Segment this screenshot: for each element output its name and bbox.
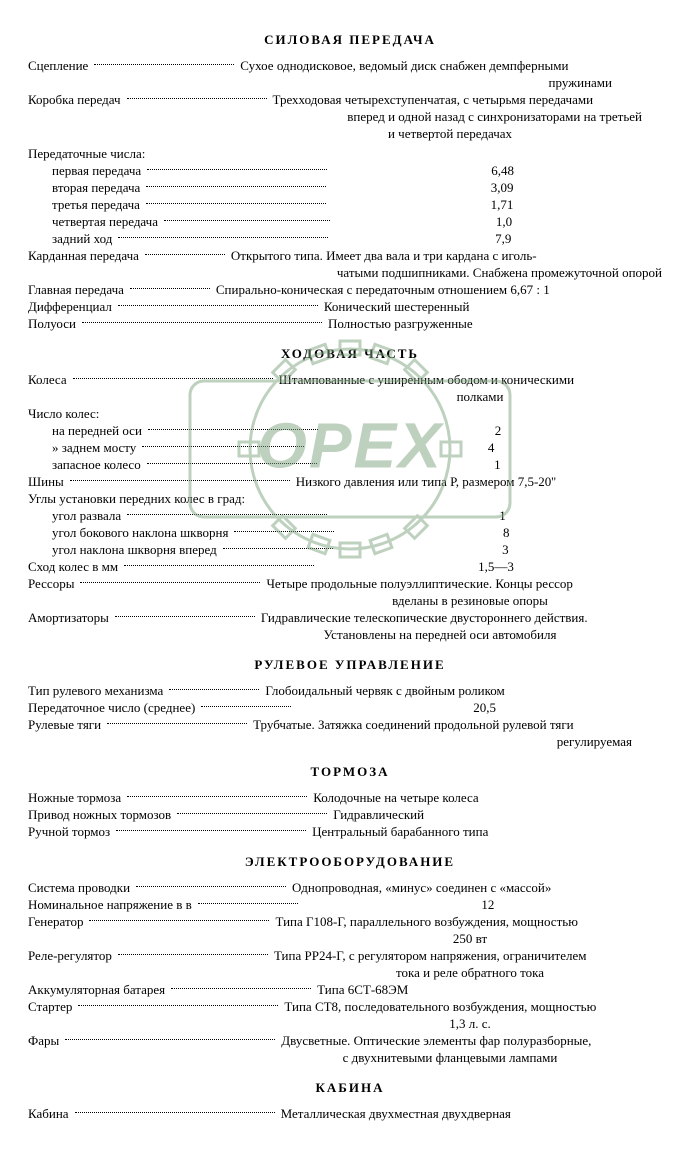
label: Передаточное число (среднее) [28,700,195,716]
value: Трубчатые. Затяжка соединений продольной… [253,717,672,733]
value: Сухое однодисковое, ведомый диск снабжен… [240,58,672,74]
label: Ножные тормоза [28,790,121,806]
value: Гидравлический [333,807,672,823]
section-title: КАБИНА [28,1080,672,1096]
value: 1 [333,508,672,524]
label: задний ход [28,231,112,247]
value: Типа Г108-Г, параллельного возбуждения, … [275,914,672,930]
label: Система проводки [28,880,130,896]
label: четвертая передача [28,214,158,230]
value: 8 [340,525,672,541]
value: 1,0 [336,214,672,230]
label: Кабина [28,1106,69,1122]
label: Число колес: [28,406,99,422]
label: Реле-регулятор [28,948,112,964]
label: угол наклона шкворня вперед [28,542,217,558]
label: Колеса [28,372,67,388]
label: угол развала [28,508,121,524]
value-cont: тока и реле обратного тока [28,965,672,981]
value: 20,5 [297,700,672,716]
value: 12 [304,897,672,913]
label: Дифференциал [28,299,112,315]
label: Шины [28,474,64,490]
label: Тип рулевого механизма [28,683,163,699]
value: 1 [323,457,672,473]
value: 1,71 [332,197,672,213]
value: Типа 6СТ-68ЭМ [317,982,672,998]
value: Четыре продольные полуэллиптические. Кон… [266,576,672,592]
value: 4 [310,440,672,456]
value: Полностью разгруженные [328,316,672,332]
label: Карданная передача [28,248,139,264]
section-title: СИЛОВАЯ ПЕРЕДАЧА [28,32,672,48]
label: третья передача [28,197,140,213]
label: Сцепление [28,58,88,74]
value: Открытого типа. Имеет два вала и три кар… [231,248,672,264]
value: 3 [339,542,672,558]
label: запасное колесо [28,457,141,473]
label: Амортизаторы [28,610,109,626]
value: Центральный барабанного типа [312,824,672,840]
label: Фары [28,1033,59,1049]
value-cont: Установлены на передней оси автомобиля [28,627,672,643]
value: 2 [324,423,672,439]
value: Штампованные с уширенным ободом и кониче… [279,372,672,388]
value: 3,09 [332,180,672,196]
value: 7,9 [334,231,672,247]
value: Конический шестеренный [324,299,672,315]
label: Главная передача [28,282,124,298]
section-title: ХОДОВАЯ ЧАСТЬ [28,346,672,362]
label: Передаточные числа: [28,146,145,162]
value: Однопроводная, «минус» соединен с «массо… [292,880,672,896]
value: Гидравлические телескопические двусторон… [261,610,672,626]
value: Спирально-коническая с передаточным отно… [216,282,672,298]
label: Рессоры [28,576,74,592]
value: Типа СТ8, последовательного возбуждения,… [284,999,672,1015]
label: Сход колес в мм [28,559,118,575]
value-cont: с двухнитевыми фланцевыми лампами [28,1050,672,1066]
label: угол бокового наклона шкворня [28,525,228,541]
value: 1,5—3 [320,559,672,575]
value: Низкого давления или типа Р, размером 7,… [296,474,672,490]
label: Полуоси [28,316,76,332]
label: Привод ножных тормозов [28,807,171,823]
label: Углы установки передних колес в град: [28,491,245,507]
value: Колодочные на четыре колеса [313,790,672,806]
value-cont: вделаны в резиновые опоры [28,593,672,609]
value: Двусветные. Оптические элементы фар полу… [281,1033,672,1049]
section-title: РУЛЕВОЕ УПРАВЛЕНИЕ [28,657,672,673]
label: Номинальное напряжение в в [28,897,192,913]
value: Глобоидальный червяк с двойным роликом [265,683,672,699]
label: Коробка передач [28,92,121,108]
value: Трехходовая четырехступенчатая, с четырь… [273,92,672,108]
label: Рулевые тяги [28,717,101,733]
value-cont: вперед и одной назад с синхронизаторами … [28,109,672,125]
label: » заднем мосту [28,440,136,456]
section-title: ЭЛЕКТРООБОРУДОВАНИЕ [28,854,672,870]
value: Типа РР24-Г, с регулятором напряжения, о… [274,948,672,964]
label: первая передача [28,163,141,179]
label: вторая передача [28,180,140,196]
label: на передней оси [28,423,142,439]
label: Аккумуляторная батарея [28,982,165,998]
section-title: ТОРМОЗА [28,764,672,780]
label: Стартер [28,999,72,1015]
value-cont: пружинами [28,75,672,91]
value-cont: 1,3 л. с. [28,1016,672,1032]
label: Ручной тормоз [28,824,110,840]
value-cont: полками [28,389,672,405]
value-cont: и четвертой передачах [28,126,672,142]
value: 6,48 [333,163,672,179]
value-cont: чатыми подшипниками. Снабжена промежуточ… [28,265,672,281]
value-cont: регулируемая [28,734,672,750]
label: Генератор [28,914,83,930]
value-cont: 250 вт [28,931,672,947]
value: Металлическая двухместная двухдверная [281,1106,672,1122]
